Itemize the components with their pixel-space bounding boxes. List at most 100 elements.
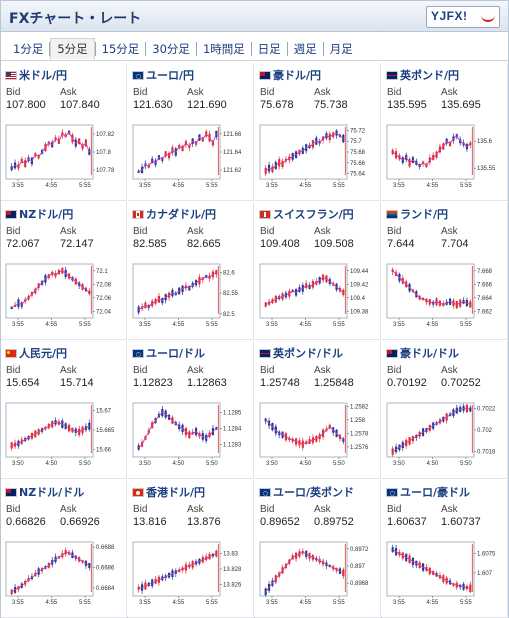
candlestick-chart[interactable]: 107.82 107.8 107.78 3:55 4:55 5:55 (1, 119, 127, 195)
pair-name-link[interactable]: ユーロ/ドル (146, 347, 206, 360)
currency-pair-card[interactable]: 米ドル/円 Bid Ask 107.800 107.840 107.82 107.8 107.… (1, 63, 127, 201)
currency-pair-card[interactable]: スイスフラン/円 Bid Ask 109.408 109.508 109.44 109.42… (255, 202, 381, 340)
tab-divider (1, 60, 508, 61)
pair-title[interactable]: 英ポンド/円 (386, 68, 459, 82)
candlestick-chart[interactable]: 7.668 7.666 7.664 7.662 3:55 4:55 5:55 (382, 258, 508, 334)
currency-pair-card[interactable]: 豪ドル/ドル Bid Ask 0.70192 0.70252 0.7022 0.702 0.7… (382, 341, 508, 479)
y-tick-label: 75.72 (350, 128, 366, 134)
pair-title[interactable]: ユーロ/英ポンド (259, 485, 354, 499)
candlestick-chart[interactable]: 13.83 13.828 13.826 3:55 4:55 5:55 (128, 536, 254, 612)
moving-average-line (138, 553, 217, 589)
currency-pair-card[interactable]: カナダドル/円 Bid Ask 82.585 82.665 82.6 82.55 82.5 3:… (128, 202, 254, 340)
y-tick-label: 72.04 (96, 309, 112, 315)
currency-pair-card[interactable]: ランド/円 Bid Ask 7.644 7.704 7.668 7.666 7.664 7.66… (382, 202, 508, 340)
tab-timeframe[interactable]: 15分足 (101, 42, 140, 56)
candlestick-chart[interactable]: 121.66 121.64 121.62 3:55 4:55 5:55 (128, 119, 254, 195)
tab-timeframe[interactable]: 5分足 (50, 38, 95, 60)
pair-title[interactable]: 香港ドル/円 (132, 485, 205, 499)
currency-pair-card[interactable]: 香港ドル/円 Bid Ask 13.816 13.876 13.83 13.828 13.82… (128, 480, 254, 618)
candlestick-chart[interactable]: 72.1 72.08 72.06 72.04 3:55 4:55 5:55 (1, 258, 127, 334)
currency-pair-card[interactable]: 英ポンド/ドル Bid Ask 1.25748 1.25848 1.2582 1.258 1.… (255, 341, 381, 479)
y-tick-label: 135.55 (477, 166, 496, 172)
header-bar: FXチャート・レート YJFX! (1, 1, 508, 32)
ask-label: Ask (314, 87, 331, 98)
pair-name-link[interactable]: 香港ドル/円 (146, 486, 206, 499)
yjfx-logo[interactable]: YJFX! (426, 6, 500, 28)
candlestick-chart[interactable]: 0.6688 0.6686 0.6684 3:55 4:55 5:55 (1, 536, 127, 612)
tab-timeframe[interactable]: 週足 (293, 42, 317, 56)
pair-title[interactable]: 英ポンド/ドル (259, 346, 343, 360)
pair-title[interactable]: 米ドル/円 (5, 68, 67, 82)
pair-name-link[interactable]: カナダドル/円 (146, 208, 217, 221)
pair-title[interactable]: スイスフラン/円 (259, 207, 354, 221)
currency-pair-card[interactable]: ユーロ/ドル Bid Ask 1.12823 1.12863 1.1285 1.1284 1.… (128, 341, 254, 479)
moving-average-line (138, 411, 217, 448)
currency-pair-card[interactable]: ユーロ/円 Bid Ask 121.630 121.690 121.66 121.64 121… (128, 63, 254, 201)
ask-label: Ask (441, 365, 458, 376)
ask-value: 82.665 (187, 238, 221, 250)
pair-name-link[interactable]: ユーロ/円 (146, 69, 195, 82)
tab-timeframe[interactable]: 1分足 (13, 42, 44, 56)
pair-title[interactable]: NZドル/ドル (5, 485, 84, 499)
candlestick-chart[interactable]: 1.1285 1.1284 1.1283 3:50 4:50 5:50 (128, 397, 254, 473)
pair-name-link[interactable]: 英ポンド/円 (400, 69, 460, 82)
currency-pair-card[interactable]: 英ポンド/円 Bid Ask 135.595 135.695 135.6 135.55 3:5… (382, 63, 508, 201)
candlestick-chart[interactable]: 82.6 82.55 82.5 3:55 4:55 5:55 (128, 258, 254, 334)
pair-name-link[interactable]: NZドル/ドル (19, 486, 85, 499)
pair-name-link[interactable]: ユーロ/豪ドル (400, 486, 471, 499)
pair-name-link[interactable]: 英ポンド/ドル (273, 347, 344, 360)
x-tick-label: 3:55 (12, 322, 24, 328)
bid-label: Bid (133, 226, 148, 237)
flag-mark (264, 211, 266, 217)
currency-pair-card[interactable]: 人民元/円 Bid Ask 15.654 15.714 15.67 15.665 15.66 3… (1, 341, 127, 479)
pair-title[interactable]: 豪ドル/ドル (386, 346, 459, 360)
candlestick-chart[interactable]: 135.6 135.55 3:55 4:55 5:55 (382, 119, 508, 195)
currency-pair-card[interactable]: 豪ドル/円 Bid Ask 75.678 75.738 75.72 75.7 75.68 75.… (255, 63, 381, 201)
pair-name-link[interactable]: 豪ドル/ドル (400, 347, 460, 360)
y-tick-label: 75.68 (350, 150, 366, 156)
candlestick-chart[interactable]: 1.6075 1.607 3:55 4:55 5:55 (382, 536, 508, 612)
candlestick-chart[interactable]: 1.2582 1.258 1.2578 1.2576 3:50 4:50 5:50 (255, 397, 381, 473)
tab-timeframe[interactable]: 日足 (257, 42, 281, 56)
hk-flag-icon (132, 487, 144, 497)
pair-title[interactable]: ユーロ/円 (132, 68, 194, 82)
pair-title[interactable]: ランド/円 (386, 207, 448, 221)
flag-mark (136, 351, 141, 357)
candlestick-chart[interactable]: 15.67 15.665 15.66 3:50 4:50 5:50 (1, 397, 127, 473)
bid-value: 135.595 (387, 99, 427, 111)
pair-name-link[interactable]: NZドル/円 (19, 208, 74, 221)
tab-timeframe[interactable]: 月足 (329, 42, 353, 56)
bid-label: Bid (6, 504, 21, 515)
bid-label: Bid (387, 365, 402, 376)
pair-name-link[interactable]: ユーロ/英ポンド (273, 486, 355, 499)
candlestick-chart[interactable]: 0.8972 0.897 0.8968 3:55 4:55 5:55 (255, 536, 381, 612)
tab-timeframe[interactable]: 30分足 (152, 42, 190, 56)
pair-name-link[interactable]: 豪ドル/円 (273, 69, 322, 82)
ask-label: Ask (441, 504, 458, 515)
pair-name-link[interactable]: 米ドル/円 (19, 69, 68, 82)
x-tick-label: 4:55 (173, 600, 185, 606)
candlestick-chart[interactable]: 75.72 75.7 75.68 75.66 75.64 3:55 4:55 5:55 (255, 119, 381, 195)
pair-title[interactable]: NZドル/円 (5, 207, 73, 221)
x-tick-label: 3:55 (12, 600, 24, 606)
currency-pair-card[interactable]: ユーロ/豪ドル Bid Ask 1.60637 1.60737 1.6075 1.607 3:… (382, 480, 508, 618)
tab-timeframe[interactable]: 1時間足 (202, 42, 245, 56)
currency-pair-card[interactable]: NZドル/ドル Bid Ask 0.66826 0.66926 0.6688 0.6686 0… (1, 480, 127, 618)
candlestick-chart[interactable]: 0.7022 0.702 0.7018 3:50 4:50 5:50 (382, 397, 508, 473)
candlestick-chart[interactable]: 109.44 109.42 109.4 109.38 3:55 4:55 5:55 (255, 258, 381, 334)
pair-title[interactable]: 豪ドル/円 (259, 68, 321, 82)
currency-pair-card[interactable]: ユーロ/英ポンド Bid Ask 0.89652 0.89752 0.8972 0.897 0… (255, 480, 381, 618)
y-tick-label: 0.8968 (350, 581, 369, 587)
tab-separator (94, 42, 96, 56)
pair-name-link[interactable]: ランド/円 (400, 208, 449, 221)
x-tick-label: 4:55 (46, 322, 58, 328)
pair-title[interactable]: カナダドル/円 (132, 207, 216, 221)
pair-name-link[interactable]: 人民元/円 (19, 347, 68, 360)
pair-title[interactable]: ユーロ/ドル (132, 346, 205, 360)
x-tick-label: 3:50 (393, 461, 405, 467)
y-tick-label: 13.83 (223, 552, 239, 558)
pair-title[interactable]: ユーロ/豪ドル (386, 485, 470, 499)
pair-name-link[interactable]: スイスフラン/円 (273, 208, 354, 221)
currency-pair-card[interactable]: NZドル/円 Bid Ask 72.067 72.147 72.1 72.08 72.06 72… (1, 202, 127, 340)
pair-title[interactable]: 人民元/円 (5, 346, 67, 360)
